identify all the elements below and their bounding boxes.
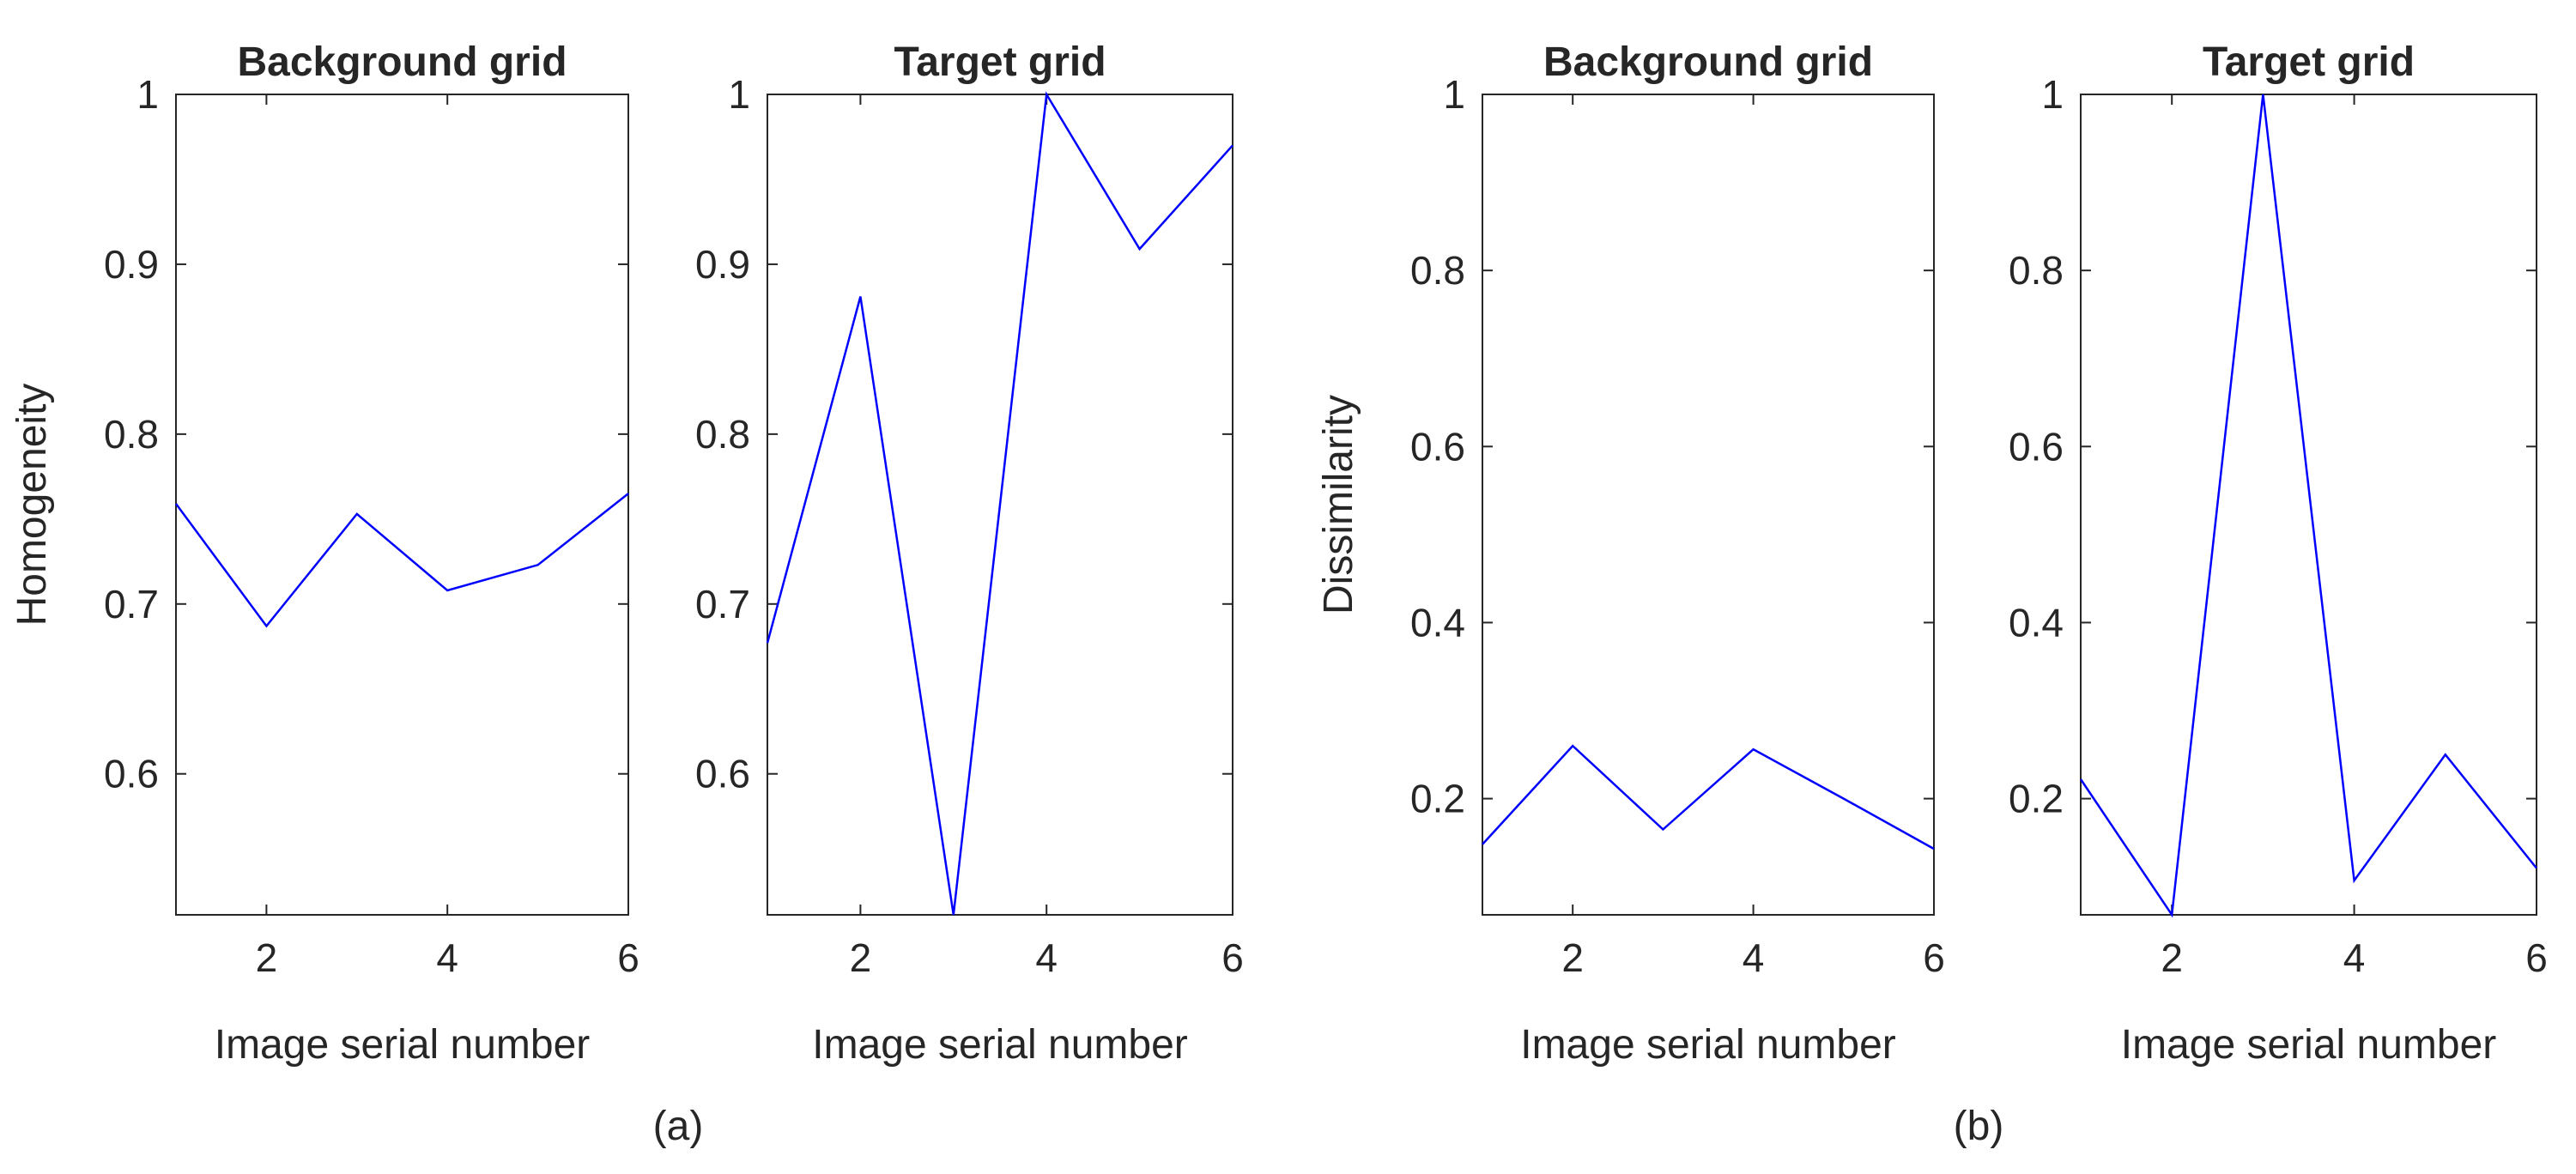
chart-1-x-tick-label-0: 2 bbox=[256, 935, 278, 980]
panel-label-b: (b) bbox=[1954, 1104, 2004, 1149]
chart-4-y-tick-label-4: 1 bbox=[2041, 72, 2064, 117]
chart-4-series-line bbox=[2079, 94, 2537, 918]
chart-3-x-axis-label: Image serial number bbox=[1520, 1022, 1896, 1068]
chart-1-x-axis-label: Image serial number bbox=[215, 1022, 591, 1068]
chart-4-x-tick-label-1: 4 bbox=[2343, 935, 2366, 980]
chart-3-axes-frame bbox=[1482, 94, 1935, 916]
chart-4-data-point-4 bbox=[2352, 878, 2357, 883]
chart-2-series-line bbox=[766, 91, 1233, 916]
chart-1-data-point-4 bbox=[445, 588, 450, 593]
chart-2-y-tick-label-0: 0.6 bbox=[695, 752, 750, 796]
chart-4-data-point-6 bbox=[2534, 866, 2539, 871]
chart-2-y-tick-label-4: 1 bbox=[728, 72, 750, 117]
chart-3-y-axis-label: Dissimilarity bbox=[1316, 395, 1361, 614]
chart-3-data-point-5 bbox=[1841, 796, 1846, 802]
chart-4-y-tick-label-1: 0.4 bbox=[2009, 600, 2064, 644]
chart-3-data-point-6 bbox=[1931, 846, 1937, 851]
chart-4-axes-frame bbox=[2080, 94, 2537, 916]
chart-2-data-point-4 bbox=[1044, 92, 1049, 97]
chart-1-y-axis-label: Homogeneity bbox=[9, 384, 55, 626]
chart-1-y-tick-label-3: 0.9 bbox=[104, 242, 159, 287]
chart-3-x-tick-label-0: 2 bbox=[1561, 935, 1584, 980]
chart-1-data-point-6 bbox=[626, 491, 631, 496]
chart-2-x-tick-label-1: 4 bbox=[1035, 935, 1058, 980]
chart-3-data-point-3 bbox=[1660, 827, 1665, 832]
chart-2-axes-frame bbox=[767, 94, 1233, 916]
chart-2-title: Target grid bbox=[894, 39, 1106, 85]
chart-1-data-point-1 bbox=[173, 501, 179, 506]
chart-4-data-point-1 bbox=[2078, 777, 2083, 782]
chart-1-data-point-3 bbox=[355, 511, 360, 517]
chart-4-data-point-2 bbox=[2169, 912, 2174, 917]
chart-3-x-tick-label-1: 4 bbox=[1743, 935, 1765, 980]
chart-4-y-tick-label-0: 0.2 bbox=[2009, 777, 2064, 821]
chart-2-x-tick-label-0: 2 bbox=[850, 935, 872, 980]
chart-2-y-tick-label-3: 0.9 bbox=[695, 242, 750, 287]
chart-1-y-tick-label-2: 0.8 bbox=[104, 412, 159, 457]
chart-2-data-point-5 bbox=[1137, 246, 1143, 251]
chart-4-data-point-3 bbox=[2260, 92, 2265, 97]
chart-1-y-tick-label-4: 1 bbox=[136, 72, 159, 117]
chart-4-data-point-5 bbox=[2443, 752, 2448, 757]
chart-2-y-tick-label-2: 0.8 bbox=[695, 412, 750, 457]
chart-4-y-tick-label-3: 0.8 bbox=[2009, 248, 2064, 293]
chart-1-data-point-5 bbox=[536, 562, 541, 567]
chart-3-y-tick-label-2: 0.6 bbox=[1410, 424, 1465, 469]
chart-2-data-point-3 bbox=[951, 912, 956, 917]
chart-3-y-tick-label-4: 1 bbox=[1443, 72, 1465, 117]
chart-1-y-tick-label-0: 0.6 bbox=[104, 752, 159, 796]
chart-2-x-axis-label: Image serial number bbox=[812, 1022, 1188, 1068]
panel-label-a: (a) bbox=[653, 1104, 704, 1149]
chart-3-data-point-2 bbox=[1570, 743, 1575, 748]
chart-2-data-point-6 bbox=[1230, 142, 1235, 148]
chart-1-title: Background grid bbox=[237, 39, 567, 85]
chart-1-y-tick-label-1: 0.7 bbox=[104, 582, 159, 626]
chart-3-x-tick-label-2: 6 bbox=[1923, 935, 1945, 980]
chart-2-x-tick-label-2: 6 bbox=[1221, 935, 1244, 980]
chart-1-series-line bbox=[174, 493, 629, 628]
chart-3-y-tick-label-0: 0.2 bbox=[1410, 777, 1465, 821]
chart-3-series-line bbox=[1482, 744, 1935, 850]
chart-4-y-tick-label-2: 0.6 bbox=[2009, 424, 2064, 469]
chart-4-x-tick-label-2: 6 bbox=[2525, 935, 2548, 980]
chart-1-x-tick-label-2: 6 bbox=[617, 935, 639, 980]
chart-3-y-tick-label-1: 0.4 bbox=[1410, 600, 1465, 644]
chart-4-x-axis-label: Image serial number bbox=[2121, 1022, 2497, 1068]
chart-3-data-point-4 bbox=[1751, 747, 1756, 752]
chart-3-data-point-1 bbox=[1480, 842, 1485, 847]
chart-1-axes-frame bbox=[175, 94, 629, 916]
chart-3-y-tick-label-3: 0.8 bbox=[1410, 248, 1465, 293]
chart-3-title: Background grid bbox=[1543, 39, 1873, 85]
chart-1-x-tick-label-1: 4 bbox=[436, 935, 458, 980]
chart-4-title: Target grid bbox=[2203, 39, 2415, 85]
chart-2-data-point-2 bbox=[858, 294, 863, 300]
chart-2-data-point-1 bbox=[765, 640, 770, 645]
chart-4-x-tick-label-0: 2 bbox=[2161, 935, 2183, 980]
chart-2-y-tick-label-1: 0.7 bbox=[695, 582, 750, 626]
chart-1-data-point-2 bbox=[264, 624, 269, 629]
